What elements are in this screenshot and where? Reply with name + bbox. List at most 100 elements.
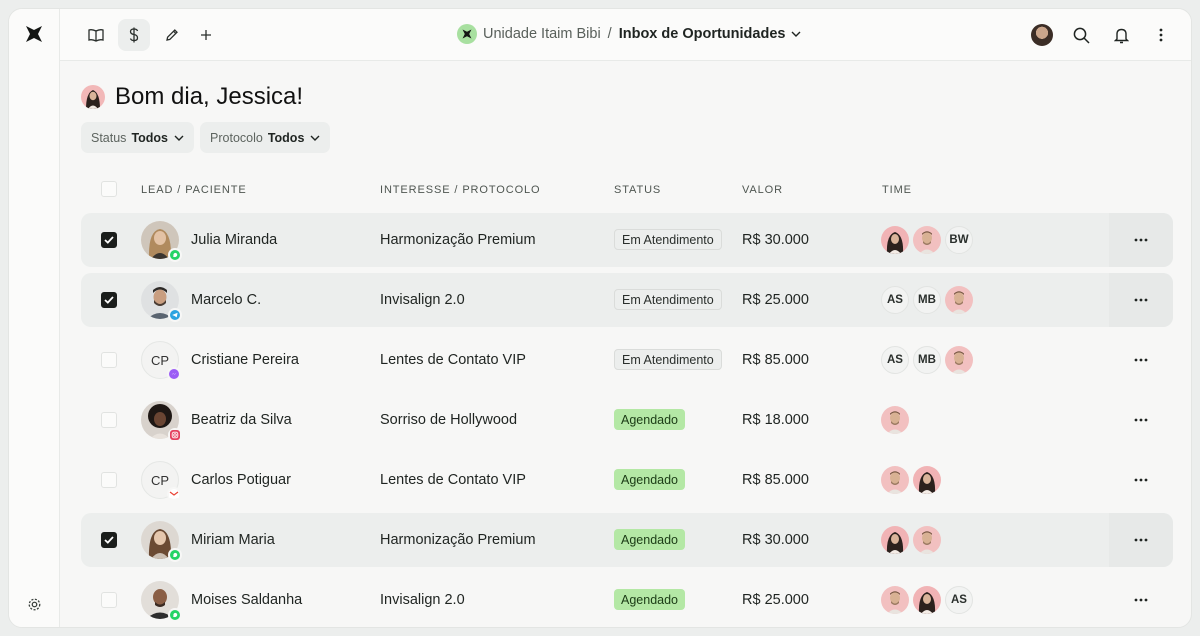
table-row[interactable]: Beatriz da Silva Sorriso de Hollywood Agen… (81, 393, 1173, 447)
filter-status[interactable]: Status Todos (81, 122, 195, 153)
greeting: Bom dia, Jessica! (81, 83, 303, 111)
messenger-icon (167, 367, 181, 381)
lead-interest: Sorriso de Hollywood (380, 412, 518, 428)
app-logo-icon[interactable] (23, 23, 45, 45)
row-checkbox[interactable] (101, 412, 117, 428)
team-member-avatar[interactable]: AS (945, 586, 973, 614)
team-member-avatar[interactable] (945, 346, 973, 374)
filter-protocol[interactable]: Protocolo Todos (200, 122, 331, 153)
row-more-button[interactable] (1109, 213, 1173, 267)
breadcrumb-inbox[interactable]: Inbox de Oportunidades (618, 26, 786, 42)
user-avatar[interactable] (1031, 24, 1053, 46)
team-member-avatar[interactable]: AS (881, 286, 909, 314)
status-badge: Agendado (614, 409, 686, 430)
lead-name[interactable]: Carlos Potiguar (191, 472, 291, 488)
table-row[interactable]: Miriam Maria Harmonização Premium Agendado… (81, 513, 1173, 567)
team-avatars: AS MB (881, 346, 973, 374)
lead-value: R$ 25.000 (742, 292, 809, 308)
search-icon[interactable] (1070, 24, 1092, 46)
more-horizontal-icon (1134, 238, 1148, 242)
lead-name[interactable]: Marcelo C. (191, 292, 262, 308)
lead-name[interactable]: Beatriz da Silva (191, 412, 292, 428)
org-logo-icon (457, 24, 477, 44)
team-member-avatar[interactable] (913, 586, 941, 614)
select-all-checkbox[interactable] (101, 181, 117, 197)
row-checkbox[interactable] (101, 232, 117, 248)
team-member-avatar[interactable] (881, 586, 909, 614)
chevron-down-icon[interactable] (791, 31, 801, 37)
row-checkbox[interactable] (101, 532, 117, 548)
team-member-avatar[interactable] (881, 406, 909, 434)
more-horizontal-icon (1134, 598, 1148, 602)
lead-interest: Harmonização Premium (380, 532, 536, 548)
column-team[interactable]: TIME (882, 184, 912, 196)
row-more-button[interactable] (1109, 333, 1173, 387)
team-member-avatar[interactable] (945, 286, 973, 314)
breadcrumb-separator: / (607, 26, 612, 42)
status-badge: Em Atendimento (614, 229, 722, 250)
lead-initials: CP (150, 472, 170, 488)
table-row[interactable]: CP Cristiane Pereira Lentes de Contato VIP… (81, 333, 1173, 387)
row-checkbox[interactable] (101, 592, 117, 608)
table-row[interactable]: Moises Saldanha Invisalign 2.0 Agendado R$ … (81, 573, 1173, 627)
lead-name[interactable]: Julia Miranda (191, 232, 278, 248)
status-badge: Agendado (614, 469, 686, 490)
chevron-down-icon (310, 135, 320, 141)
more-horizontal-icon (1134, 298, 1148, 302)
row-more-button[interactable] (1109, 453, 1173, 507)
lead-value: R$ 30.000 (742, 532, 809, 548)
table-row[interactable]: Marcelo C. Invisalign 2.0 Em Atendimento R$… (81, 273, 1173, 327)
filter-value: Todos (267, 130, 305, 145)
team-member-avatar[interactable]: BW (945, 226, 973, 254)
lead-avatar (141, 401, 182, 442)
lead-interest: Invisalign 2.0 (380, 292, 465, 308)
row-more-button[interactable] (1109, 513, 1173, 567)
side-rail (9, 9, 60, 627)
filter-value: Todos (131, 130, 169, 145)
table-row[interactable]: CP Carlos Potiguar Lentes de Contato VIP Ag… (81, 453, 1173, 507)
breadcrumb-unit[interactable]: Unidade Itaim Bibi (483, 26, 601, 42)
team-avatars (881, 526, 941, 554)
team-member-avatar[interactable]: MB (913, 286, 941, 314)
row-checkbox[interactable] (101, 472, 117, 488)
lead-name[interactable]: Miriam Maria (191, 532, 275, 548)
book-icon[interactable] (80, 19, 112, 51)
lead-value: R$ 85.000 (742, 472, 809, 488)
team-member-avatar[interactable]: MB (913, 346, 941, 374)
team-member-avatar[interactable]: AS (881, 346, 909, 374)
row-more-button[interactable] (1109, 393, 1173, 447)
row-checkbox[interactable] (101, 292, 117, 308)
team-member-avatar[interactable] (881, 226, 909, 254)
lead-name[interactable]: Moises Saldanha (191, 592, 303, 608)
status-badge: Em Atendimento (614, 349, 722, 370)
table-header: LEAD / PACIENTE INTERESSE / PROTOCOLO ST… (81, 175, 1173, 203)
lead-interest: Invisalign 2.0 (380, 592, 465, 608)
team-member-avatar[interactable] (913, 526, 941, 554)
breadcrumb[interactable]: Unidade Itaim Bibi / Inbox de Oportunida… (457, 24, 801, 44)
team-member-avatar[interactable] (913, 466, 941, 494)
plus-icon[interactable] (190, 19, 222, 51)
filter-bar: Status Todos Protocolo Todos (81, 122, 331, 153)
column-value[interactable]: VALOR (742, 184, 783, 196)
column-status[interactable]: STATUS (614, 184, 662, 196)
team-member-avatar[interactable] (881, 526, 909, 554)
row-more-button[interactable] (1109, 273, 1173, 327)
team-member-avatar[interactable] (881, 466, 909, 494)
telegram-icon (168, 308, 182, 322)
row-more-button[interactable] (1109, 573, 1173, 627)
lead-value: R$ 18.000 (742, 412, 809, 428)
table-row[interactable]: Julia Miranda Harmonização Premium Em Aten… (81, 213, 1173, 267)
filter-label: Protocolo (210, 130, 263, 145)
row-checkbox[interactable] (101, 352, 117, 368)
pen-icon[interactable] (156, 19, 188, 51)
column-lead[interactable]: LEAD / PACIENTE (141, 184, 247, 196)
dollar-icon[interactable] (118, 19, 150, 51)
top-bar: Unidade Itaim Bibi / Inbox de Oportunida… (60, 9, 1191, 61)
team-member-avatar[interactable] (913, 226, 941, 254)
page-title: Bom dia, Jessica! (115, 83, 304, 110)
bell-icon[interactable] (1110, 24, 1132, 46)
more-vertical-icon[interactable] (1150, 24, 1172, 46)
lead-name[interactable]: Cristiane Pereira (191, 352, 299, 368)
column-interest[interactable]: INTERESSE / PROTOCOLO (380, 184, 541, 196)
gear-icon[interactable] (25, 595, 43, 613)
